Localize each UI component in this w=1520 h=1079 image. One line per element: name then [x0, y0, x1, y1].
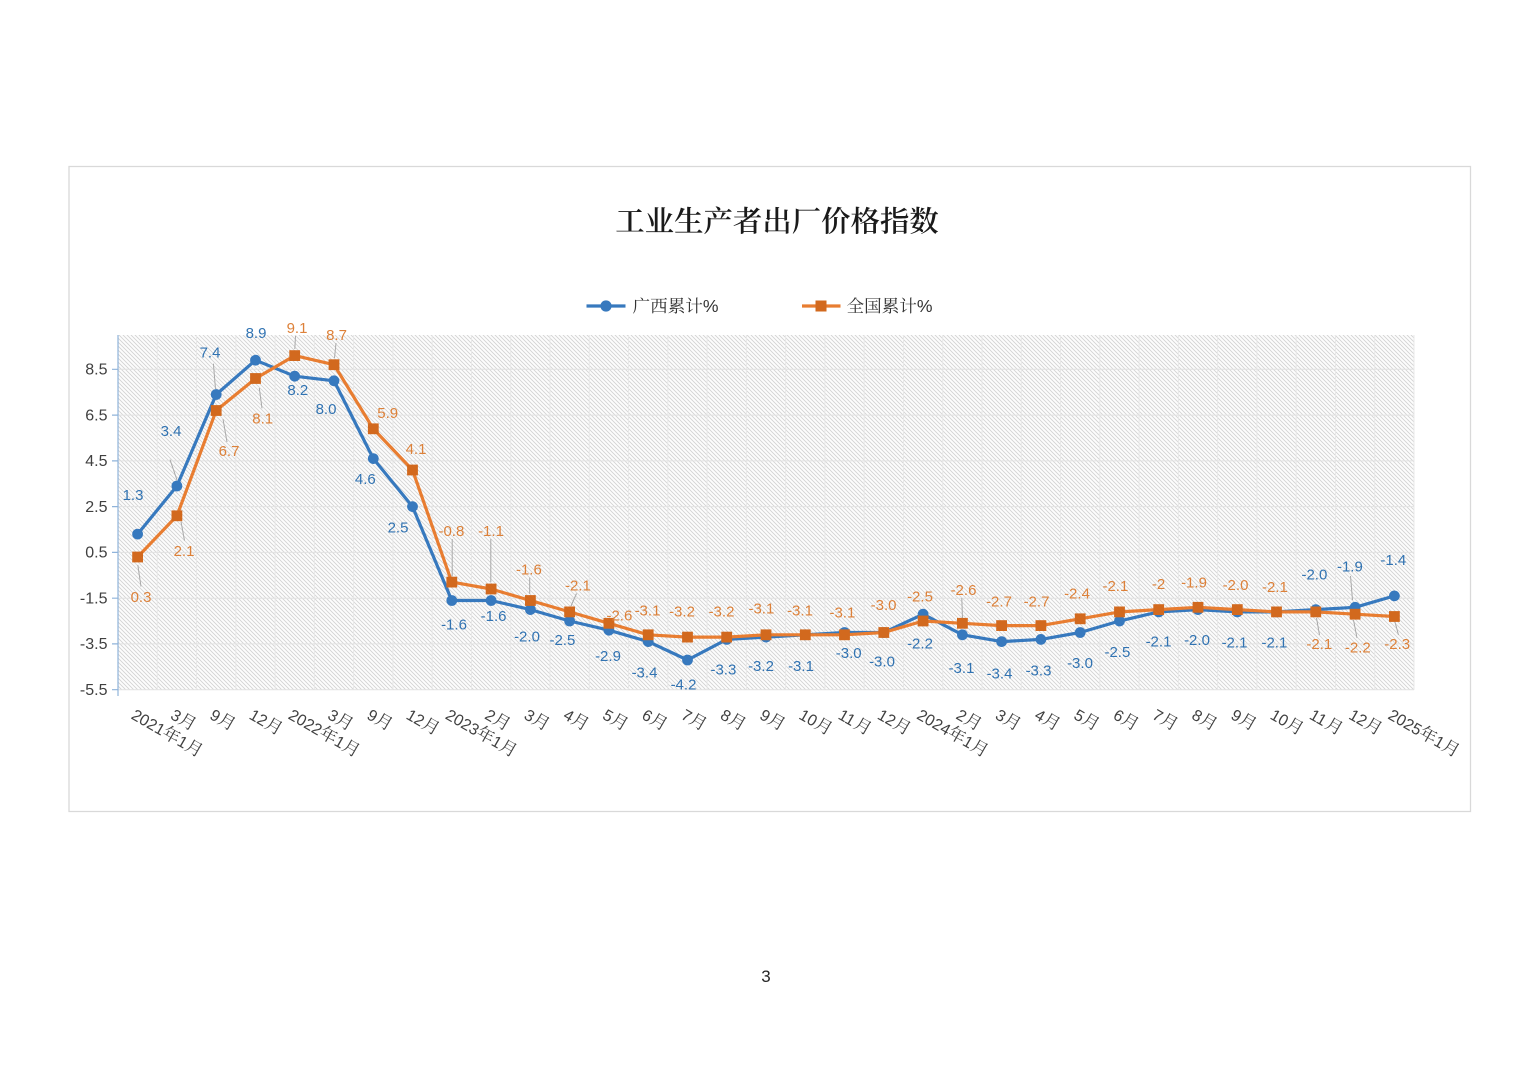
svg-text:-2.1: -2.1	[1102, 578, 1128, 595]
svg-text:-3.3: -3.3	[1026, 663, 1052, 680]
svg-text:-5.5: -5.5	[80, 682, 108, 699]
svg-text:-2: -2	[1152, 576, 1165, 593]
svg-text:-1.6: -1.6	[481, 608, 507, 625]
svg-text:-3.3: -3.3	[710, 662, 736, 679]
svg-text:-3.5: -3.5	[80, 636, 108, 653]
svg-text:-1.5: -1.5	[80, 591, 108, 608]
svg-text:-2.3: -2.3	[1384, 636, 1410, 653]
svg-text:-3.1: -3.1	[788, 658, 814, 675]
svg-text:1.3: 1.3	[123, 487, 144, 504]
svg-text:-3.0: -3.0	[836, 645, 862, 662]
svg-text:-1.6: -1.6	[441, 617, 467, 634]
svg-text:-3.1: -3.1	[748, 601, 774, 618]
svg-text:9.1: 9.1	[287, 320, 308, 337]
svg-text:-2.0: -2.0	[1184, 632, 1210, 649]
svg-text:-2.2: -2.2	[1345, 640, 1371, 657]
svg-text:-3.1: -3.1	[829, 605, 855, 622]
svg-text:-1.1: -1.1	[478, 523, 504, 540]
svg-text:-2.1: -2.1	[1146, 633, 1172, 650]
svg-text:-2.6: -2.6	[606, 608, 632, 625]
svg-text:-4.2: -4.2	[671, 677, 697, 694]
svg-text:-1.9: -1.9	[1181, 575, 1207, 592]
svg-text:2.5: 2.5	[85, 499, 107, 516]
svg-text:8.2: 8.2	[287, 382, 308, 399]
svg-text:-3.0: -3.0	[1067, 655, 1093, 672]
svg-text:4.6: 4.6	[355, 471, 376, 488]
svg-text:2.5: 2.5	[388, 519, 409, 536]
svg-text:8.1: 8.1	[252, 411, 273, 428]
svg-text:-2.7: -2.7	[986, 594, 1012, 611]
svg-text:-2.6: -2.6	[951, 582, 977, 599]
svg-text:-2.5: -2.5	[1104, 644, 1130, 661]
svg-text:0.5: 0.5	[85, 545, 107, 562]
svg-text:5.9: 5.9	[377, 405, 398, 422]
svg-text:11: 11	[835, 707, 858, 730]
svg-text:-3.2: -3.2	[709, 604, 735, 621]
svg-text:-3.0: -3.0	[871, 597, 897, 614]
svg-text:4.5: 4.5	[85, 453, 107, 470]
svg-text:-3.1: -3.1	[787, 603, 813, 620]
svg-text:-2.0: -2.0	[514, 629, 540, 646]
svg-text:-2.2: -2.2	[907, 636, 933, 653]
svg-text:8.7: 8.7	[326, 327, 347, 344]
svg-text:7.4: 7.4	[200, 345, 221, 362]
svg-text:-2.5: -2.5	[907, 589, 933, 606]
svg-text:-2.1: -2.1	[1262, 579, 1288, 596]
svg-text:-0.8: -0.8	[438, 523, 464, 540]
svg-text:6.5: 6.5	[85, 407, 107, 424]
svg-text:10: 10	[1267, 707, 1291, 731]
svg-text:-2.1: -2.1	[565, 577, 591, 594]
svg-text:-2.5: -2.5	[549, 632, 575, 649]
svg-text:-3.0: -3.0	[869, 653, 895, 670]
svg-text:-3.2: -3.2	[748, 658, 774, 675]
svg-text:12: 12	[403, 707, 427, 731]
svg-text:-1.4: -1.4	[1380, 552, 1406, 569]
svg-text:3.4: 3.4	[161, 423, 182, 440]
svg-text:8.0: 8.0	[316, 401, 337, 418]
svg-text:-3.4: -3.4	[987, 666, 1013, 683]
svg-text:%: %	[703, 296, 719, 316]
svg-text:3: 3	[761, 967, 770, 986]
svg-text:10: 10	[796, 707, 820, 731]
svg-text:0.3: 0.3	[131, 589, 152, 606]
svg-text:11: 11	[1306, 707, 1329, 730]
svg-text:12: 12	[246, 707, 270, 731]
svg-text:4.1: 4.1	[406, 441, 427, 458]
svg-text:-2.1: -2.1	[1306, 636, 1332, 653]
svg-text:-2.1: -2.1	[1222, 634, 1248, 651]
svg-text:-2.0: -2.0	[1223, 577, 1249, 594]
svg-text:8.5: 8.5	[85, 362, 107, 379]
svg-text:-3.1: -3.1	[949, 660, 975, 677]
svg-text:%: %	[917, 296, 933, 316]
svg-text:-1.9: -1.9	[1337, 558, 1363, 575]
svg-text:12: 12	[1346, 707, 1370, 731]
svg-text:-3.2: -3.2	[669, 604, 695, 621]
svg-text:6.7: 6.7	[219, 443, 240, 460]
svg-text:-2.1: -2.1	[1261, 634, 1287, 651]
svg-text:-2.7: -2.7	[1024, 594, 1050, 611]
svg-text:-2.4: -2.4	[1064, 586, 1090, 603]
svg-text:-2.0: -2.0	[1301, 567, 1327, 584]
svg-text:-1.6: -1.6	[516, 562, 542, 579]
svg-text:-3.1: -3.1	[635, 603, 661, 620]
svg-text:2.1: 2.1	[174, 543, 195, 560]
svg-text:-2.9: -2.9	[595, 648, 621, 665]
svg-text:8.9: 8.9	[246, 325, 267, 342]
svg-text:12: 12	[874, 707, 898, 731]
svg-text:-3.4: -3.4	[632, 665, 658, 682]
